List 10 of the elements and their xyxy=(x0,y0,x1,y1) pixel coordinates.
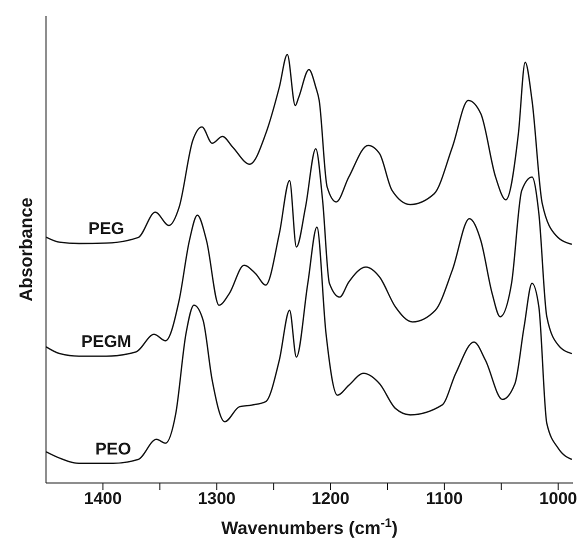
x-tick-label: 1200 xyxy=(312,489,350,508)
x-tick-label: 1300 xyxy=(198,489,236,508)
x-axis-title: Wavenumbers (cm$^{-1}$) xyxy=(221,516,398,538)
x-tick-label: 1100 xyxy=(426,489,463,508)
x-tick-label: 1000 xyxy=(539,489,578,508)
x-tick-label: 1400 xyxy=(84,489,122,508)
series-label: PEGM xyxy=(81,332,132,352)
series-label: PEG xyxy=(88,219,124,238)
y-axis-title: Absorbance xyxy=(16,197,36,302)
series-label: PEO xyxy=(95,439,132,458)
